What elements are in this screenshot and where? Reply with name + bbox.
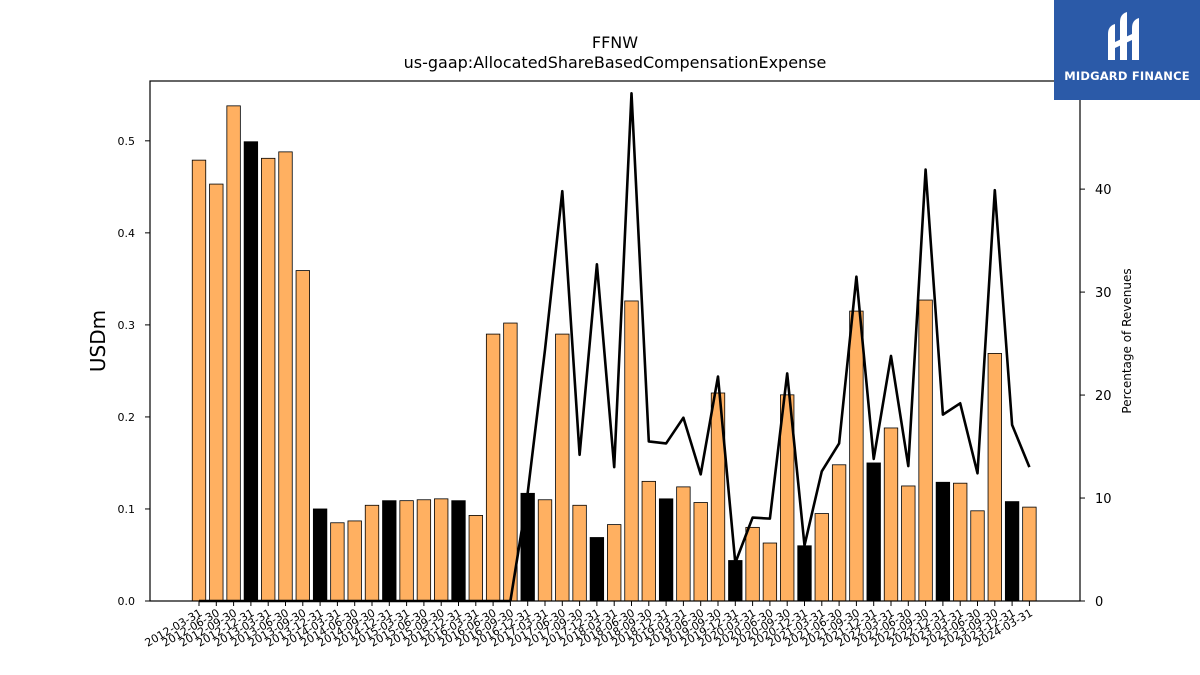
bar bbox=[468, 515, 483, 602]
bar bbox=[347, 520, 362, 602]
bar bbox=[243, 141, 259, 602]
series-line bbox=[509, 92, 1031, 602]
y2-axis-ticks: 0 10 20 30 40 bbox=[1080, 183, 1112, 610]
bar bbox=[866, 462, 881, 602]
bar-series bbox=[191, 105, 1037, 602]
y2-tick-label: 30 bbox=[1095, 286, 1112, 301]
plot-frame bbox=[149, 80, 1081, 602]
midgard-logo-icon bbox=[1108, 12, 1139, 60]
bar bbox=[935, 481, 951, 602]
bar bbox=[883, 427, 899, 602]
bar bbox=[555, 333, 570, 602]
bar bbox=[503, 322, 518, 602]
bar bbox=[953, 482, 968, 602]
brand-name: MIDGARD FINANCE bbox=[1064, 69, 1190, 83]
bar bbox=[970, 510, 985, 602]
bar bbox=[607, 524, 622, 602]
bar bbox=[745, 526, 760, 602]
bar bbox=[382, 500, 397, 602]
bar bbox=[226, 105, 241, 602]
y2-tick-label: 0 bbox=[1095, 595, 1103, 610]
bar bbox=[901, 485, 916, 602]
y-tick-label: 0.1 bbox=[118, 503, 136, 516]
y-tick-label: 0.3 bbox=[118, 319, 136, 332]
y-tick-label: 0.4 bbox=[118, 227, 136, 240]
bar bbox=[676, 486, 691, 602]
bar bbox=[416, 499, 432, 602]
y2-axis-label: Percentage of Revenues bbox=[1120, 268, 1134, 413]
y2-tick-label: 20 bbox=[1095, 389, 1112, 404]
bar bbox=[261, 157, 276, 602]
chart-title: FFNW bbox=[592, 33, 638, 52]
y2-tick-label: 40 bbox=[1095, 183, 1112, 198]
bar bbox=[520, 492, 535, 602]
y-axis-label: USDm bbox=[86, 310, 110, 372]
bar bbox=[641, 480, 656, 602]
bar bbox=[987, 353, 1002, 602]
x-axis-ticks: 2012-03-312012-06-302012-09-302012-12-31… bbox=[143, 601, 1035, 650]
bar bbox=[624, 300, 639, 602]
brand-logo: MIDGARD FINANCE bbox=[1054, 0, 1200, 100]
bar bbox=[312, 508, 328, 602]
bar bbox=[330, 522, 345, 602]
bar bbox=[831, 464, 847, 602]
bar bbox=[797, 545, 812, 602]
bar bbox=[434, 498, 449, 602]
bar bbox=[485, 333, 501, 602]
bar bbox=[572, 504, 587, 602]
bar bbox=[191, 159, 207, 602]
bar bbox=[451, 500, 466, 602]
bar bbox=[728, 560, 743, 602]
bar bbox=[209, 183, 224, 602]
bar bbox=[295, 270, 310, 602]
bar bbox=[849, 310, 864, 602]
y2-tick-label: 10 bbox=[1095, 492, 1112, 507]
bar bbox=[693, 502, 708, 602]
bar bbox=[399, 500, 414, 602]
bar bbox=[918, 299, 933, 602]
y-tick-label: 0.2 bbox=[118, 411, 136, 424]
bar bbox=[658, 498, 674, 602]
y-axis-ticks: 0.0 0.1 0.2 0.3 0.4 0.5 bbox=[118, 135, 150, 608]
y-tick-label: 0.5 bbox=[118, 135, 136, 148]
bar bbox=[589, 537, 605, 602]
bar bbox=[364, 504, 380, 602]
bar bbox=[278, 151, 293, 602]
y-tick-label: 0.0 bbox=[118, 595, 136, 608]
bar bbox=[762, 542, 778, 602]
bar bbox=[1004, 501, 1020, 602]
chart-subtitle: us-gaap:AllocatedShareBasedCompensationE… bbox=[404, 53, 827, 72]
bar bbox=[537, 499, 553, 602]
bar bbox=[814, 513, 829, 602]
bar bbox=[1022, 506, 1037, 602]
